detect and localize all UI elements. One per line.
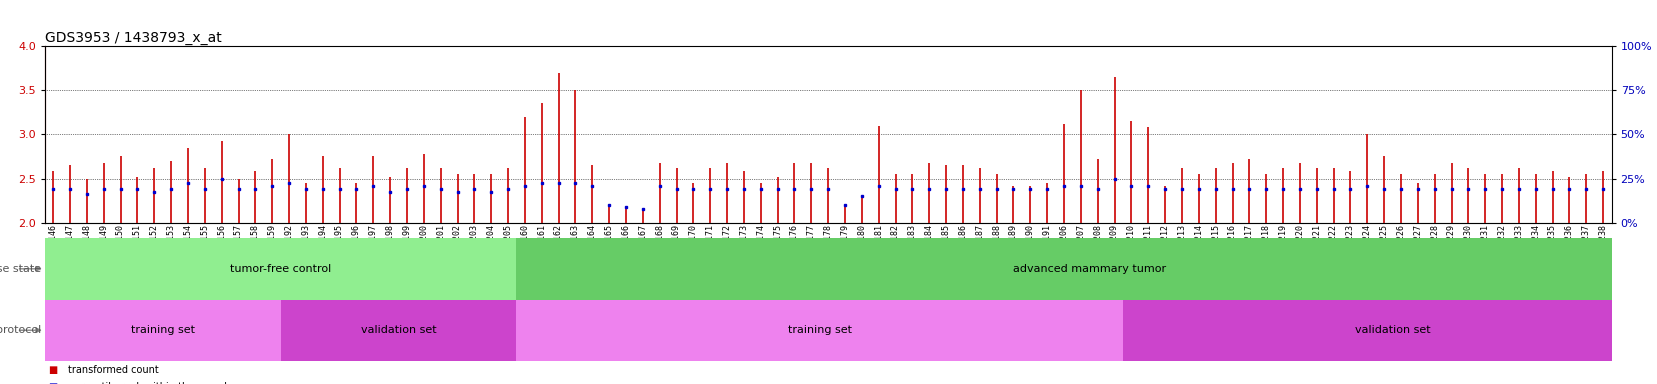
Bar xyxy=(517,300,1122,361)
Bar xyxy=(517,238,1657,300)
Bar xyxy=(45,238,517,300)
Text: percentile rank within the sample: percentile rank within the sample xyxy=(68,382,234,384)
Bar xyxy=(1122,300,1657,361)
Text: tumor-free control: tumor-free control xyxy=(230,264,331,274)
Bar xyxy=(280,300,517,361)
Text: GDS3953 / 1438793_x_at: GDS3953 / 1438793_x_at xyxy=(45,31,222,45)
Bar xyxy=(45,300,280,361)
Text: training set: training set xyxy=(787,325,852,335)
Text: training set: training set xyxy=(131,325,194,335)
Text: disease state: disease state xyxy=(0,264,41,274)
Text: validation set: validation set xyxy=(361,325,436,335)
Text: protocol: protocol xyxy=(0,325,41,335)
Text: ■: ■ xyxy=(48,382,58,384)
Text: advanced mammary tumor: advanced mammary tumor xyxy=(1012,264,1165,274)
Text: transformed count: transformed count xyxy=(68,365,159,375)
Text: ■: ■ xyxy=(48,365,58,375)
Text: validation set: validation set xyxy=(1354,325,1430,335)
